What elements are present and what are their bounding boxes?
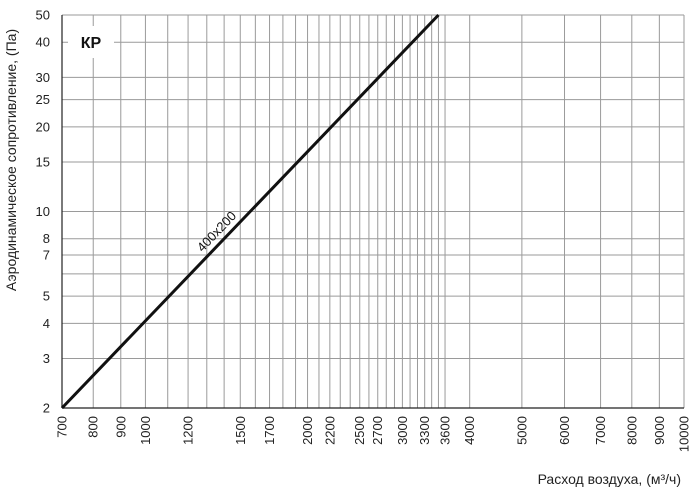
y-tick-label: 2 [43,401,50,416]
x-tick-label: 1000 [138,416,153,445]
x-tick-label: 1200 [181,416,196,445]
x-tick-label: 7000 [593,416,608,445]
chart-badge: КР [68,26,114,58]
x-tick-labels: 700 800 900 1000 1200 1500 1700 2000 2200 2500 270… [55,416,692,452]
y-axis-title: Аэродинамическое сопротивление, (Па) [3,29,19,291]
x-tick-label: 6000 [557,416,572,445]
x-tick-label: 10000 [677,416,692,452]
x-tick-label: 3600 [438,416,453,445]
x-tick-label: 1500 [233,416,248,445]
x-tick-label: 2000 [300,416,315,445]
x-tick-label: 2700 [370,416,385,445]
x-tick-label: 9000 [652,416,667,445]
y-tick-label: 3 [43,351,50,366]
x-tick-label: 4000 [462,416,477,445]
y-tick-label: 50 [36,8,50,23]
y-tick-label: 5 [43,289,50,304]
y-tick-label: 7 [43,248,50,263]
y-tick-label: 8 [43,231,50,246]
x-tick-label: 2500 [352,416,367,445]
series-line [60,13,440,410]
x-tick-label: 800 [86,416,101,438]
x-tick-label: 3300 [417,416,432,445]
y-tick-label: 20 [36,119,50,134]
x-tick-label: 1700 [262,416,277,445]
chart-badge-text: КР [81,35,102,52]
y-tick-label: 25 [36,92,50,107]
y-tick-label: 10 [36,204,50,219]
grid [61,14,685,409]
x-tick-label: 8000 [624,416,639,445]
x-tick-label: 700 [55,416,70,438]
x-tick-label: 5000 [514,416,529,445]
y-tick-label: 30 [36,70,50,85]
y-tick-label: 4 [43,316,50,331]
x-tick-label: 900 [113,416,128,438]
x-tick-label: 3000 [395,416,410,445]
y-tick-label: 15 [36,154,50,169]
y-tick-labels: 2 3 4 5 7 8 10 15 20 25 30 40 50 [36,8,50,416]
x-tick-label: 2200 [322,416,337,445]
y-tick-label: 40 [36,35,50,50]
x-axis-title: Расход воздуха, (м³/ч) [538,471,681,487]
